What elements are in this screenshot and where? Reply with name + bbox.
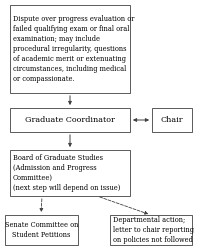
Bar (5, 215, 78, 245)
Text: Board of Graduate Studies
(Admission and Progress
Committee)
(next step will dep: Board of Graduate Studies (Admission and… (13, 154, 120, 192)
Text: Departmental action;
letter to chair reporting
on policies not followed: Departmental action; letter to chair rep… (113, 216, 194, 244)
Bar (10, 150, 130, 196)
Text: Dispute over progress evaluation or
failed qualifying exam or final oral
examina: Dispute over progress evaluation or fail… (13, 15, 134, 83)
Text: Graduate Coordinator: Graduate Coordinator (25, 116, 115, 124)
Bar (10, 5, 130, 93)
Bar (152, 108, 192, 132)
Text: Senate Committee on
Student Petitions: Senate Committee on Student Petitions (5, 221, 78, 239)
Bar (10, 108, 130, 132)
Bar (110, 215, 192, 245)
Text: Chair: Chair (161, 116, 183, 124)
